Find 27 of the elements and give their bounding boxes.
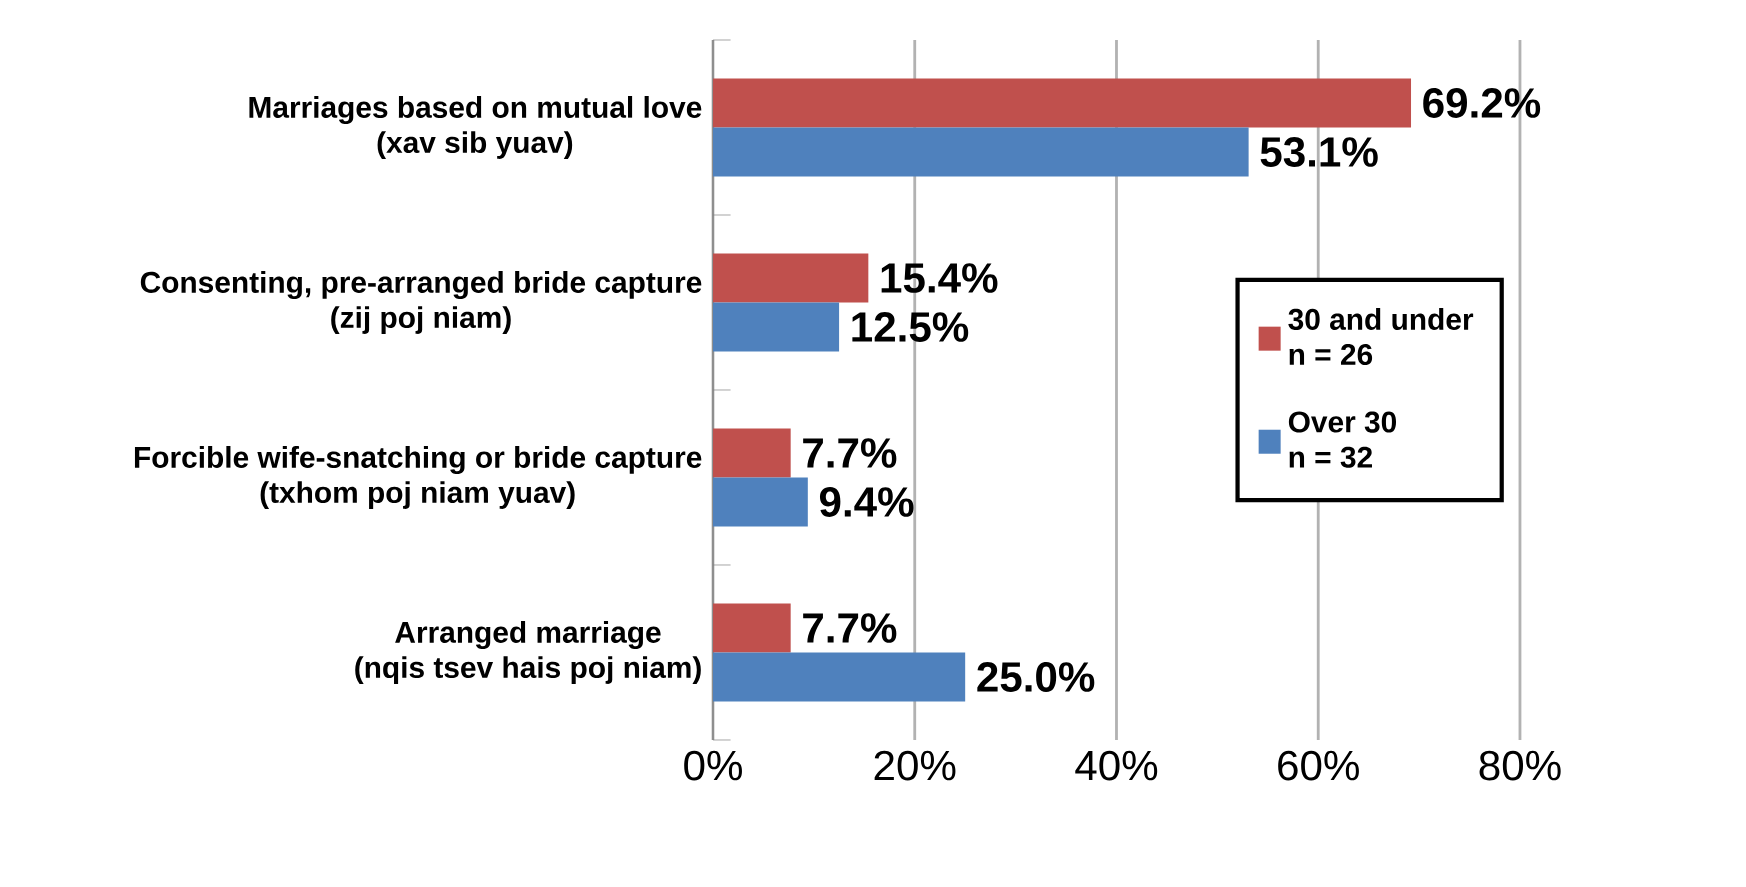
y-tick-label: Consenting, pre-arranged bride capture (zij poj niam)	[140, 270, 702, 334]
y-tick-label: Arranged marriage (nqis tsev hais poj niam)	[355, 620, 701, 684]
data-label: 53.1%	[1260, 137, 1378, 167]
x-tick-label: 80%	[1479, 750, 1561, 781]
bar	[713, 127, 1249, 177]
bar	[713, 253, 869, 303]
bar	[713, 477, 808, 527]
legend-label: 30 and under n = 26	[1288, 308, 1474, 366]
legend-label: Over 30 n = 32	[1288, 411, 1397, 468]
data-label: 15.4%	[881, 263, 998, 293]
data-label: 12.5%	[852, 312, 969, 342]
data-label: 7.7%	[803, 613, 897, 643]
bar	[713, 78, 1412, 128]
data-label: 25.0%	[977, 662, 1095, 692]
bar	[713, 428, 791, 478]
data-label: 9.4%	[819, 487, 914, 517]
x-tick-label: 40%	[1075, 750, 1158, 781]
data-label: 7.7%	[803, 438, 897, 468]
bar	[713, 652, 966, 702]
bar	[713, 302, 840, 352]
y-tick-label: Marriages based on mutual love (xav sib yuav)	[249, 96, 702, 159]
data-label: 69.2%	[1423, 88, 1541, 118]
y-tick-label: Forcible wife-snatching or bride capture (txhom poj niam yuav)	[134, 445, 702, 509]
bar	[713, 603, 791, 653]
x-tick-label: 20%	[874, 750, 956, 781]
x-tick-label: 60%	[1278, 750, 1359, 781]
x-tick-label: 0%	[684, 750, 742, 781]
